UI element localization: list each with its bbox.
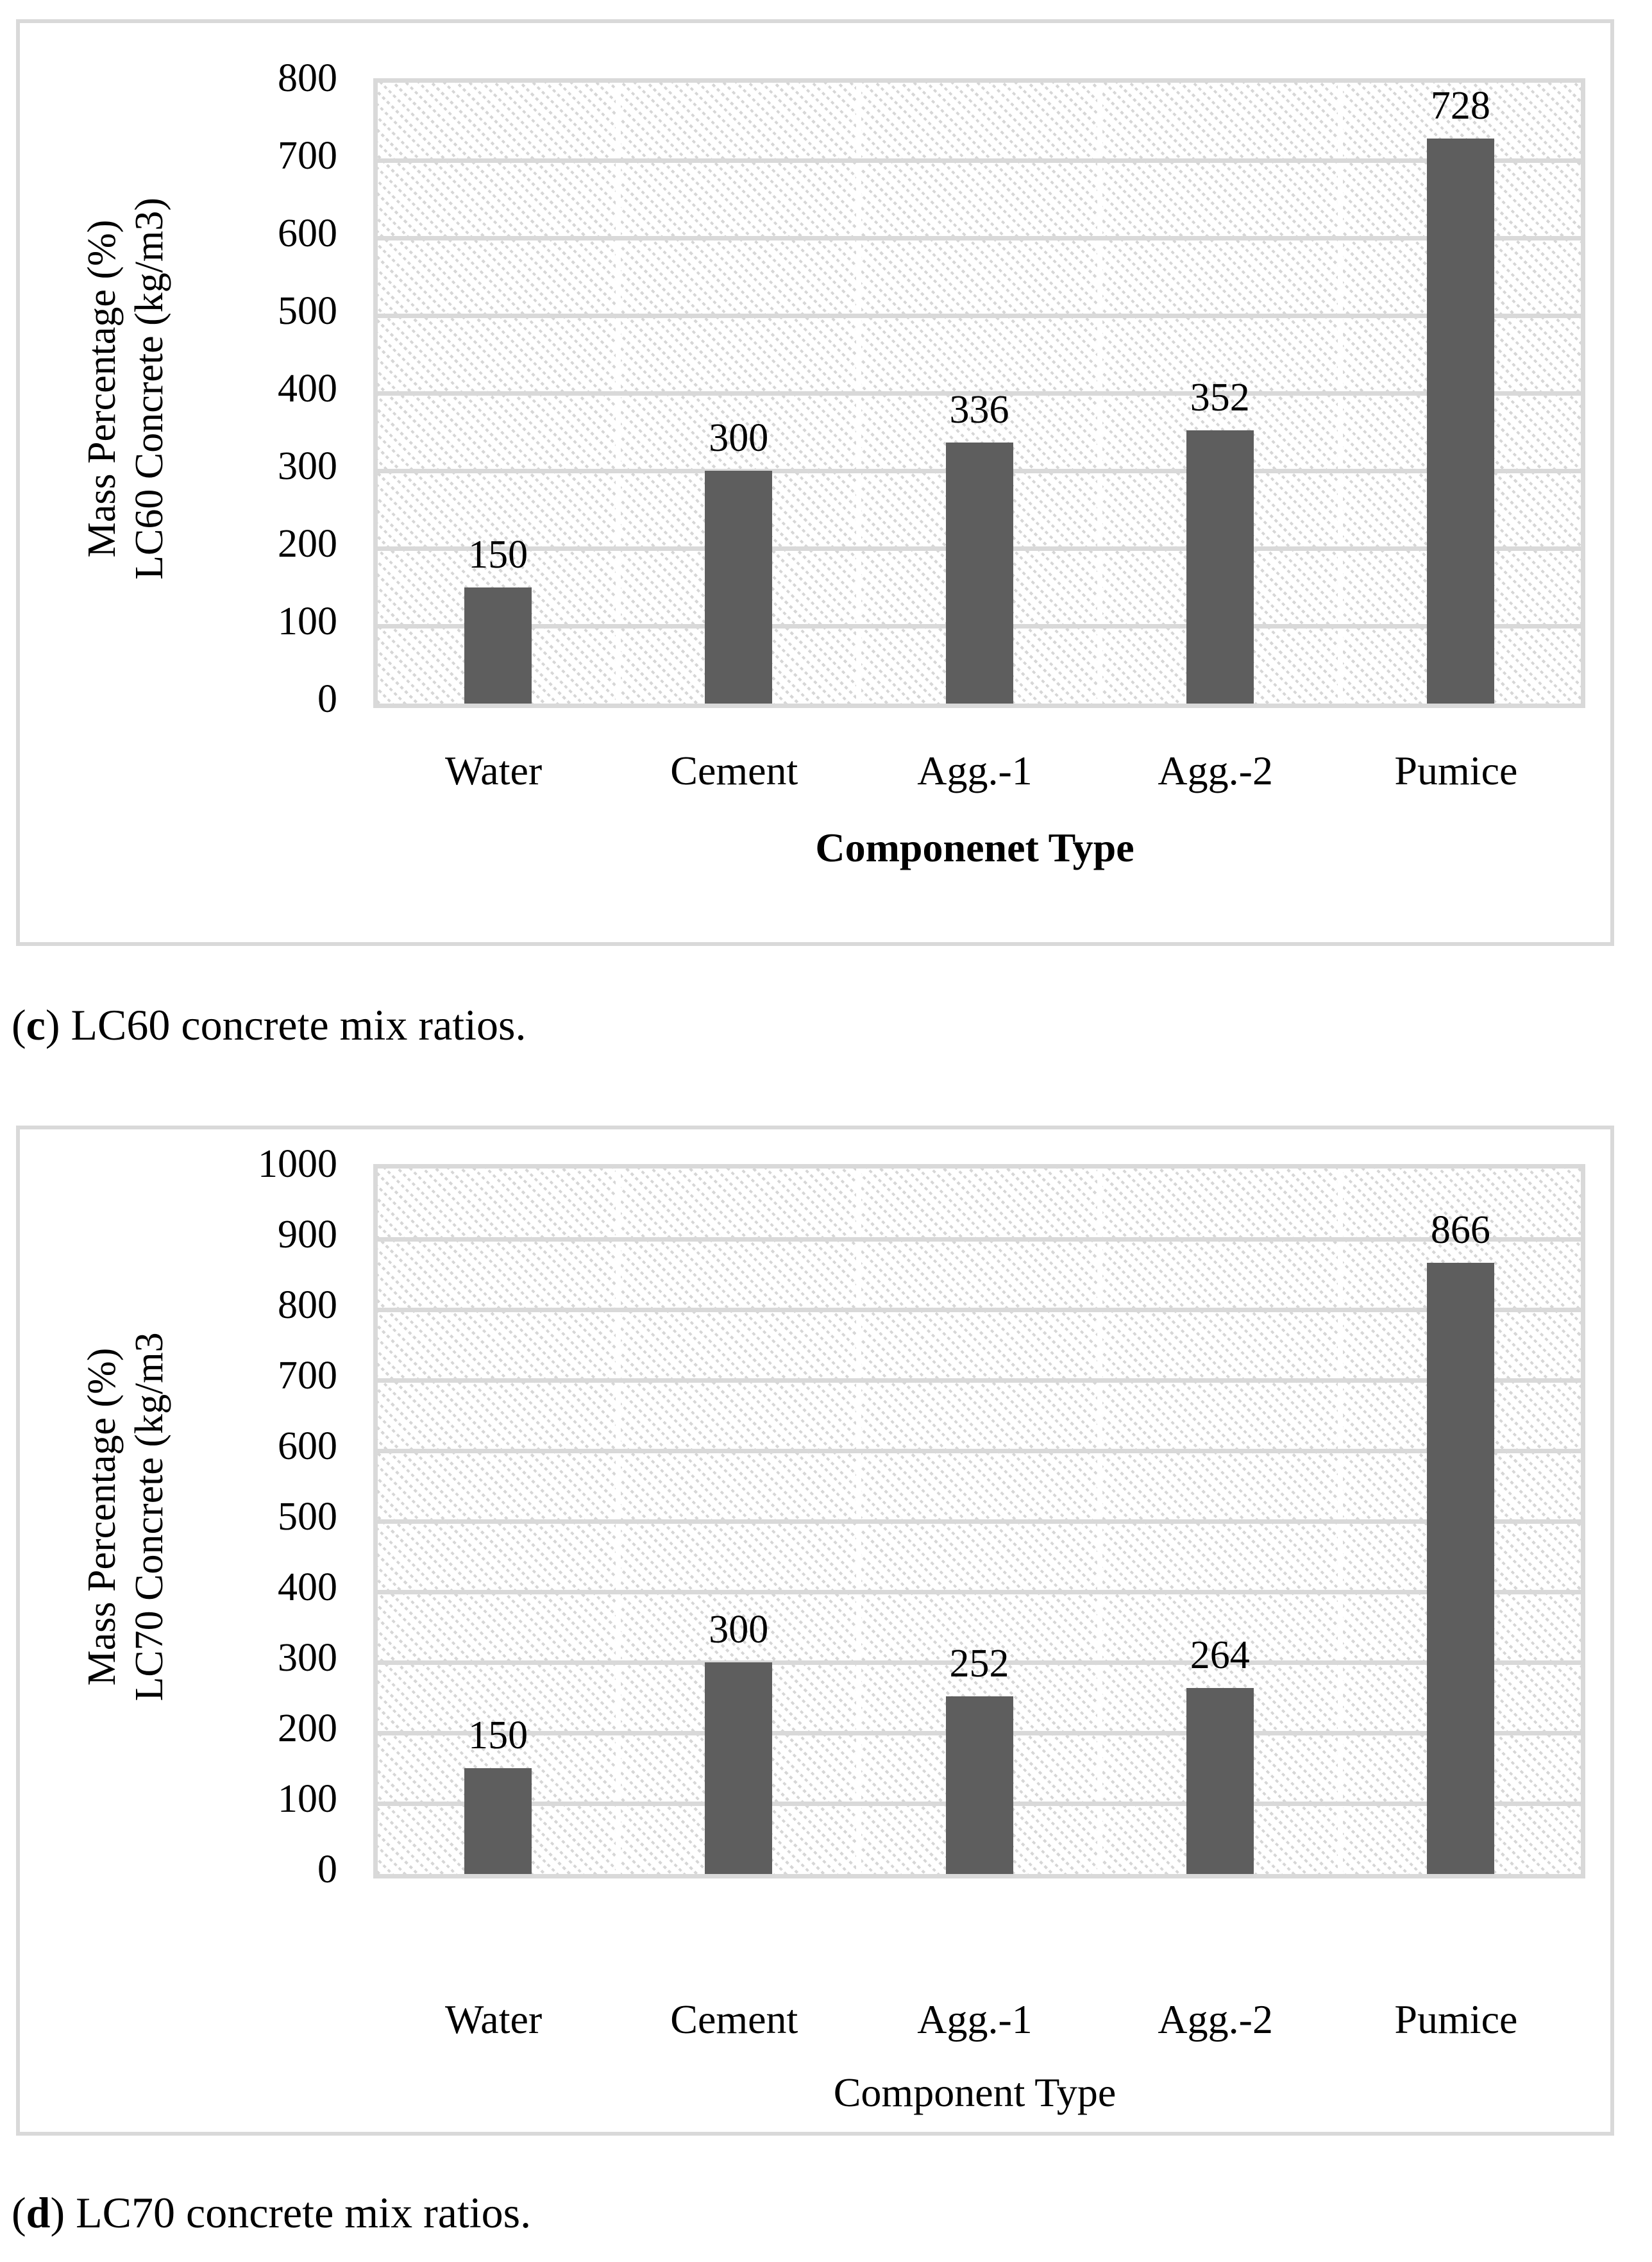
bar-cement — [705, 1662, 773, 1874]
gridline — [378, 1449, 1581, 1453]
y-axis-title: Mass Percentage (%) LC60 Concrete (kg/m3… — [78, 198, 173, 580]
caption-c-text: ) LC60 concrete mix ratios. — [45, 1000, 527, 1049]
x-tick-label-agg-1: Agg.-1 — [917, 748, 1032, 793]
x-axis-title: Componenet Type — [815, 825, 1134, 870]
gridline — [378, 314, 1581, 318]
y-tick-label: 400 — [278, 1566, 337, 1609]
y-tick-label: 500 — [278, 1495, 337, 1539]
y-axis-title-line2: LC70 Concrete (kg/m3 — [128, 1332, 171, 1701]
bar-value-label: 150 — [468, 532, 528, 577]
bar-value-label: 150 — [468, 1714, 528, 1757]
bar-value-label: 728 — [1430, 84, 1490, 128]
x-tick-label-pumice: Pumice — [1394, 1996, 1518, 2042]
y-tick-label: 800 — [278, 56, 337, 100]
plot-area: 150 300 252 264 866 — [373, 1164, 1585, 1878]
bar-agg-1 — [945, 443, 1013, 704]
y-axis-title-line1: Mass Percentage (%) — [80, 1347, 124, 1686]
caption-d-letter: d — [26, 2188, 51, 2237]
gridline — [378, 236, 1581, 241]
caption-c-open: ( — [12, 1000, 26, 1049]
y-tick-label: 600 — [278, 1424, 337, 1468]
y-tick-label: 900 — [278, 1213, 337, 1256]
bar-value-label: 300 — [709, 1608, 769, 1651]
y-tick-label: 800 — [278, 1283, 337, 1327]
bar-water — [464, 1768, 532, 1874]
y-tick-label: 300 — [278, 1636, 337, 1680]
gridline — [378, 391, 1581, 396]
gridline — [378, 1660, 1581, 1665]
x-tick-label-water: Water — [445, 748, 543, 793]
y-tick-label: 200 — [278, 522, 337, 566]
lc70-mix-chart: Mass Percentage (%) LC70 Concrete (kg/m3… — [16, 1126, 1614, 2136]
bar-value-label: 252 — [949, 1641, 1009, 1685]
x-tick-label-agg-2: Agg.-2 — [1158, 748, 1273, 793]
caption-c: (c) LC60 concrete mix ratios. — [12, 995, 527, 1054]
y-tick-label: 0 — [317, 677, 337, 721]
y-tick-label: 600 — [278, 212, 337, 255]
bar-value-label: 264 — [1190, 1633, 1250, 1677]
bar-agg-1 — [945, 1696, 1013, 1874]
caption-d-text: ) LC70 concrete mix ratios. — [50, 2188, 532, 2237]
plot-area: 150 300 336 352 728 — [373, 78, 1585, 708]
y-tick-label: 200 — [278, 1707, 337, 1750]
x-tick-label-water: Water — [445, 1996, 543, 2042]
lc60-mix-chart: Mass Percentage (%) LC60 Concrete (kg/m3… — [16, 19, 1614, 946]
gridline — [378, 1519, 1581, 1524]
gridline — [378, 1590, 1581, 1594]
x-tick-label-cement: Cement — [670, 1996, 798, 2042]
bar-cement — [705, 471, 773, 704]
caption-d: (d) LC70 concrete mix ratios. — [12, 2183, 531, 2242]
y-tick-label: 500 — [278, 289, 337, 333]
y-tick-label: 100 — [278, 1777, 337, 1821]
x-axis-title: Component Type — [833, 2070, 1117, 2115]
bar-water — [464, 587, 532, 704]
y-tick-label: 100 — [278, 600, 337, 643]
y-axis-title-line1: Mass Percentage (%) — [80, 219, 124, 558]
x-tick-label-cement: Cement — [670, 748, 798, 793]
y-tick-label: 1000 — [258, 1142, 337, 1186]
bar-value-label: 352 — [1190, 376, 1250, 420]
bar-agg-2 — [1186, 1687, 1254, 1874]
x-tick-label-agg-2: Agg.-2 — [1158, 1996, 1273, 2042]
y-axis-title: Mass Percentage (%) LC70 Concrete (kg/m3 — [78, 1332, 173, 1701]
y-tick-label: 700 — [278, 1354, 337, 1397]
x-tick-label-pumice: Pumice — [1394, 748, 1518, 793]
gridline — [378, 158, 1581, 163]
x-tick-label-agg-1: Agg.-1 — [917, 1996, 1032, 2042]
bar-pumice — [1426, 1263, 1494, 1874]
y-tick-label: 0 — [317, 1848, 337, 1891]
bar-value-label: 336 — [949, 388, 1009, 432]
bar-agg-2 — [1186, 430, 1254, 704]
bar-value-label: 300 — [709, 416, 769, 460]
bar-pumice — [1426, 139, 1494, 704]
gridline — [378, 1237, 1581, 1242]
y-axis-title-line2: LC60 Concrete (kg/m3) — [128, 198, 171, 580]
caption-c-letter: c — [26, 1000, 46, 1049]
gridline — [378, 1308, 1581, 1312]
y-tick-label: 700 — [278, 134, 337, 178]
caption-d-open: ( — [12, 2188, 26, 2237]
bar-value-label: 866 — [1430, 1208, 1490, 1253]
gridline — [378, 1378, 1581, 1383]
y-tick-label: 300 — [278, 444, 337, 488]
y-tick-label: 400 — [278, 367, 337, 410]
